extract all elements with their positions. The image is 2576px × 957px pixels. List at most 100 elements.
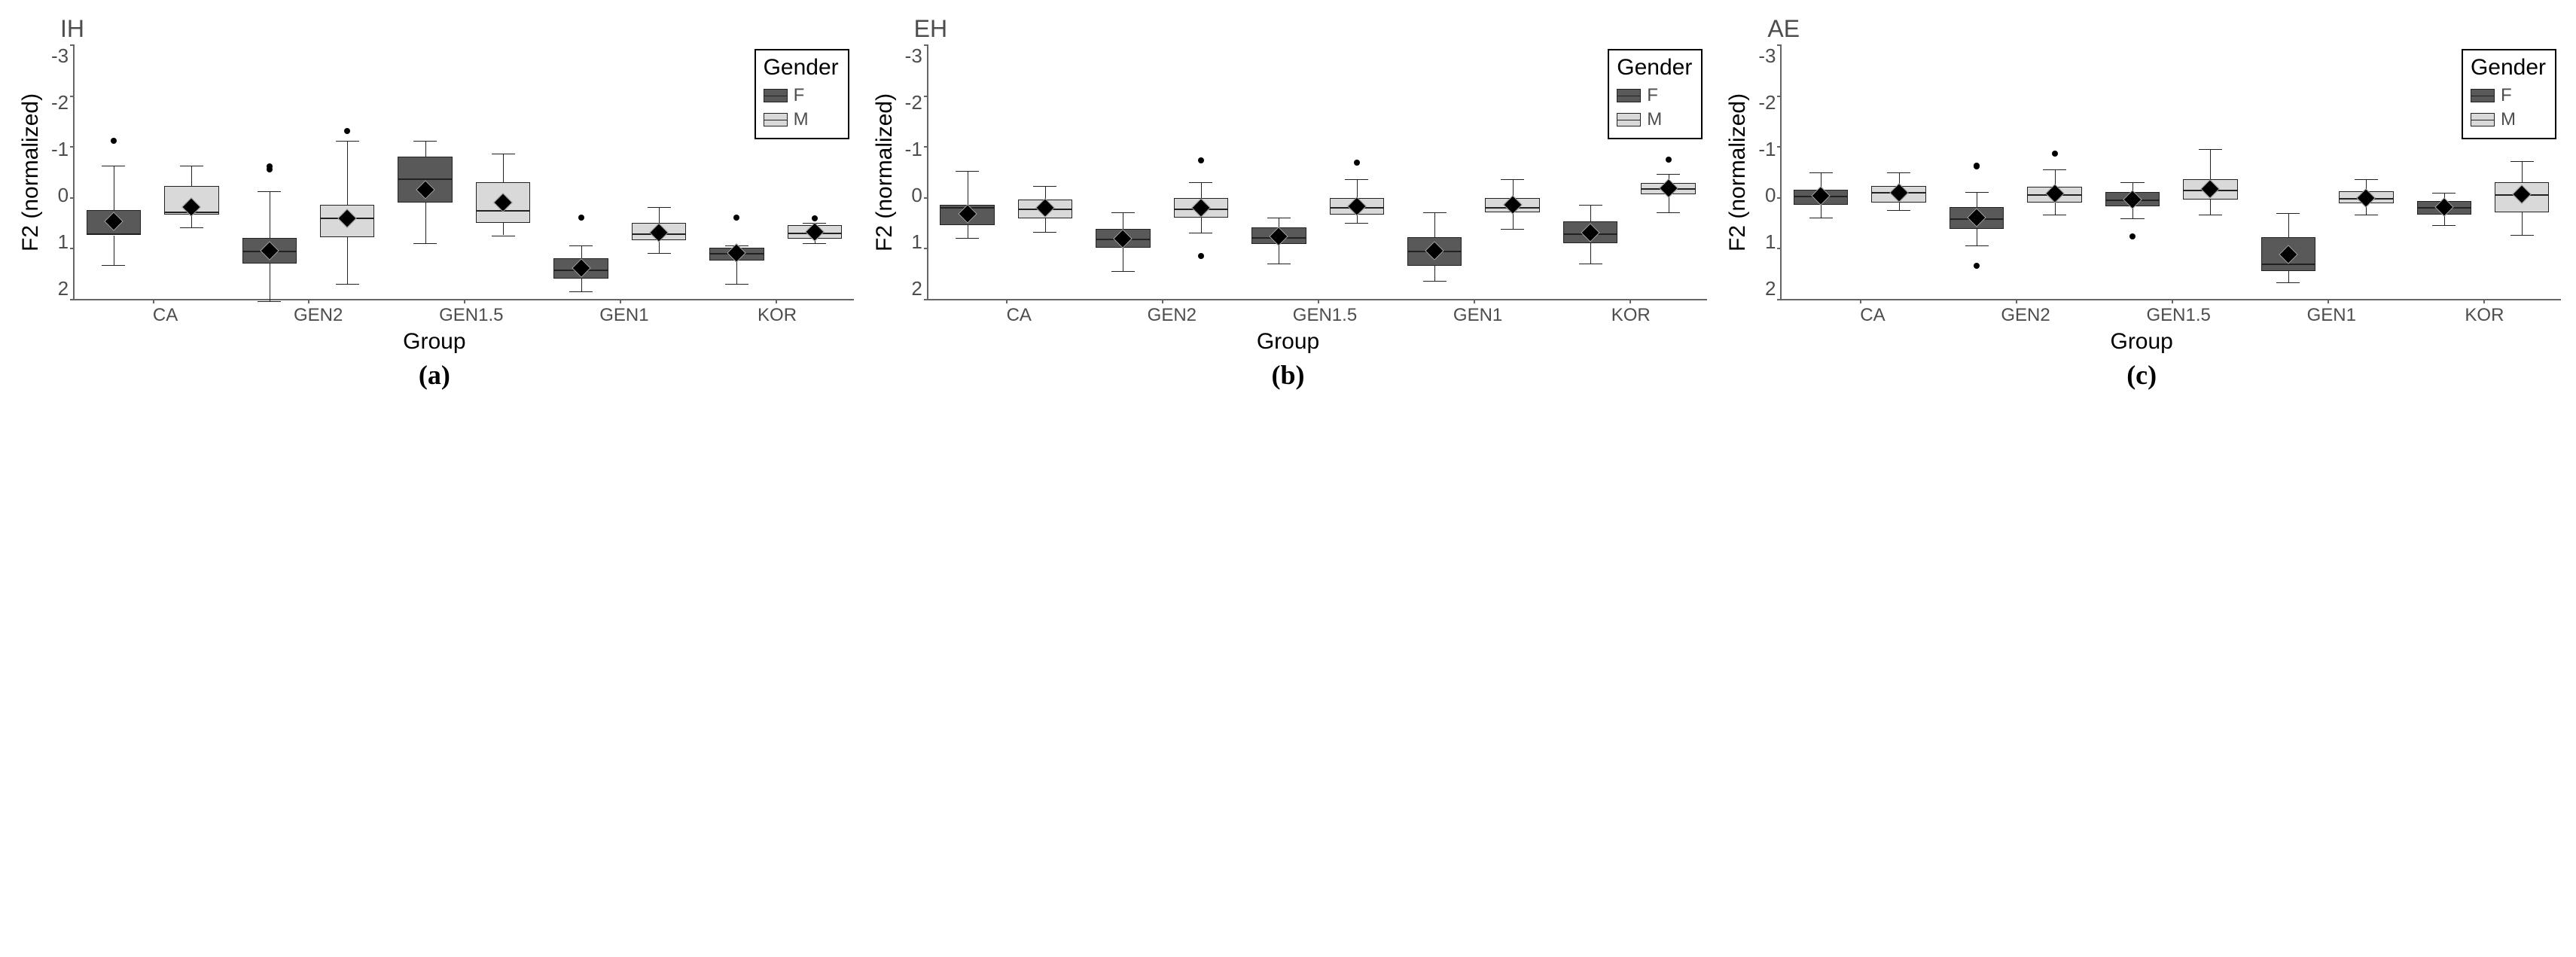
legend-item: M	[1617, 109, 1692, 130]
boxplot-cap	[1965, 192, 1989, 193]
x-tick-mark	[776, 299, 777, 303]
y-ticks: -3-2-1012	[1754, 44, 1780, 300]
boxplot-cap	[413, 141, 437, 142]
x-tick-mark	[2483, 299, 2485, 303]
chart-panel: EHF2 (normalized)-3-2-1012GenderFMCAGEN2…	[869, 15, 1708, 391]
x-tick-mark	[1629, 299, 1631, 303]
legend-swatch	[1617, 89, 1641, 102]
y-tick-mark	[924, 96, 928, 97]
y-tick-mark	[1777, 44, 1782, 46]
plot-area: GenderFM	[73, 44, 854, 300]
boxplot-cap	[2120, 218, 2144, 219]
y-tick-label: -2	[1758, 91, 1776, 114]
y-tick-mark	[924, 146, 928, 148]
x-tick-mark	[464, 299, 465, 303]
x-tick-label: GEN1.5	[1248, 305, 1401, 326]
boxplot-outlier	[2129, 233, 2135, 239]
y-tick-mark	[1777, 248, 1782, 249]
legend: GenderFM	[755, 49, 849, 139]
boxplot-cap	[2276, 282, 2300, 283]
boxplot-whisker	[1590, 243, 1591, 264]
boxplot-whisker	[659, 240, 660, 253]
x-tick-mark	[153, 299, 154, 303]
x-tick-label: CA	[943, 305, 1096, 326]
y-tick-mark	[924, 299, 928, 300]
panel-label: (c)	[2126, 359, 2157, 391]
boxplot-whisker	[2288, 271, 2289, 283]
y-tick-label: 1	[905, 230, 922, 254]
boxplot-whisker	[659, 207, 660, 222]
legend: Gender FM	[1608, 49, 1703, 139]
boxplot-whisker	[191, 166, 192, 186]
y-tick-label: 1	[1758, 230, 1776, 254]
boxplot-whisker	[191, 215, 192, 227]
boxplot-whisker	[1590, 205, 1591, 221]
boxplot-cap	[258, 191, 281, 192]
boxplot-whisker	[425, 141, 426, 156]
legend-item: F	[2471, 85, 2546, 106]
legend-swatch	[764, 89, 788, 102]
legend-title: Gender	[1617, 55, 1692, 81]
y-tick-label: 2	[905, 277, 922, 300]
boxplot-cap	[2510, 161, 2534, 162]
boxplot-whisker	[581, 279, 582, 291]
boxplot-cap	[956, 171, 979, 172]
y-tick-label: -1	[1758, 138, 1776, 161]
panel-title: EH	[914, 15, 947, 43]
boxplot-whisker	[1513, 212, 1514, 229]
boxplot-cap	[1501, 179, 1524, 180]
plot-area: Gender FM	[927, 44, 1708, 300]
boxplot-whisker	[2288, 213, 2289, 236]
boxplot-whisker	[1434, 266, 1435, 281]
boxplot-outlier	[1198, 253, 1204, 259]
boxplot-cap	[2276, 213, 2300, 214]
boxplot-cap	[336, 141, 359, 142]
boxplot-cap	[1579, 205, 1602, 206]
boxplot-whisker	[1357, 215, 1358, 222]
boxplot-cap	[648, 253, 671, 254]
y-tick-label: 2	[1758, 277, 1776, 300]
x-tick-label: KOR	[2408, 305, 2561, 326]
y-tick-label: -2	[905, 91, 922, 114]
boxplot-whisker	[503, 154, 504, 181]
y-tick-mark	[70, 197, 75, 199]
legend-label: M	[2501, 109, 2516, 130]
boxplot-cap	[2432, 225, 2456, 226]
legend-title: Gender	[2471, 55, 2546, 81]
boxplot-outlier	[1974, 163, 1980, 169]
legend-item: F	[1617, 85, 1692, 106]
boxplot-cap	[102, 265, 125, 266]
y-axis-label: F2 (normalized)	[1722, 44, 1754, 300]
y-tick-mark	[70, 44, 75, 46]
y-tick-label: -1	[905, 138, 922, 161]
x-ticks: CAGEN2GEN1.5GEN1KOR	[1796, 305, 2561, 326]
boxplot-whisker	[347, 237, 348, 284]
y-tick-mark	[1777, 96, 1782, 97]
x-axis-label: Group	[15, 329, 854, 355]
x-tick-mark	[1006, 299, 1008, 303]
x-tick-mark	[2328, 299, 2329, 303]
chart-panel: AEF2 (normalized)-3-2-1012GenderFMCAGEN2…	[1722, 15, 2561, 391]
boxplot-cap	[1965, 245, 1989, 246]
boxplot-cap	[648, 207, 671, 208]
boxplot-median	[87, 233, 141, 235]
chart-panel: IHF2 (normalized)-3-2-1012GenderFMCAGEN2…	[15, 15, 854, 391]
boxplot-cap	[1345, 223, 1368, 224]
y-ticks: -3-2-1012	[47, 44, 73, 300]
y-tick-mark	[924, 197, 928, 199]
boxplot-cap	[2510, 235, 2534, 236]
boxplot-cap	[2355, 179, 2378, 180]
x-tick-label: KOR	[701, 305, 854, 326]
x-tick-label: CA	[89, 305, 242, 326]
plot-wrap: F2 (normalized)-3-2-1012GenderFM	[15, 44, 854, 300]
panel-title: AE	[1767, 15, 1800, 43]
boxplot-cap	[336, 284, 359, 285]
x-tick-label: GEN1.5	[2102, 305, 2255, 326]
boxplot-cap	[258, 301, 281, 302]
boxplot-outlier	[812, 215, 818, 221]
boxplot-cap	[1809, 172, 1833, 173]
legend-title: Gender	[764, 55, 839, 81]
boxplot-cap	[1657, 212, 1680, 213]
y-tick-label: 2	[51, 277, 69, 300]
legend-item: F	[764, 85, 839, 106]
